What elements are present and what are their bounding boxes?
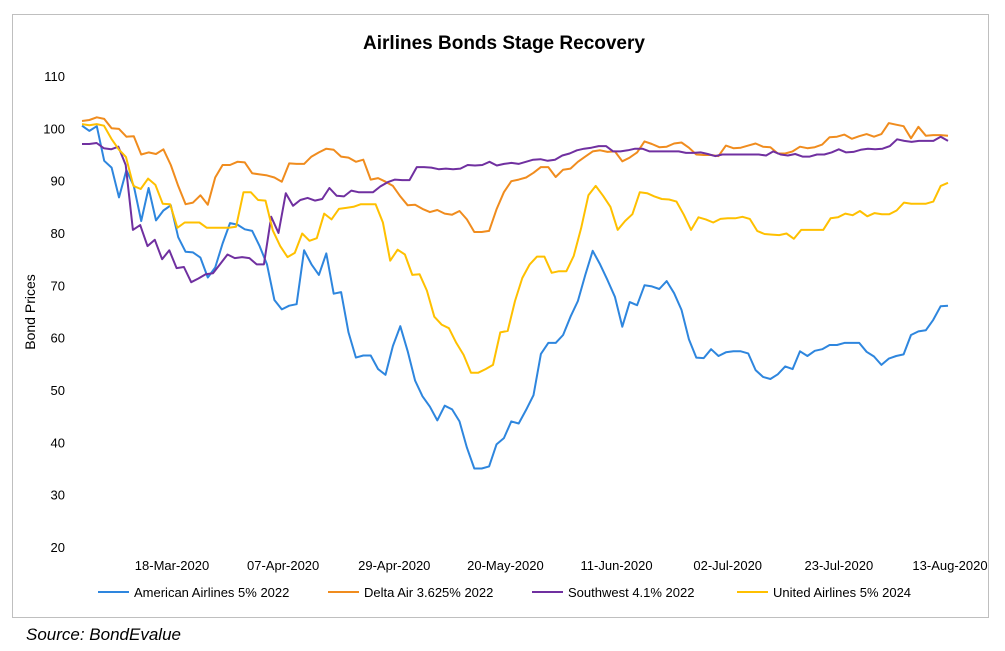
x-tick-label: 29-Apr-2020 (358, 558, 430, 573)
series-line-3 (82, 135, 949, 284)
x-tick-label: 23-Jul-2020 (805, 558, 874, 573)
y-tick-label: 60 (51, 331, 65, 346)
series-line-1 (81, 124, 949, 470)
x-axis-ticks: 18-Mar-2020 07-Apr-2020 29-Apr-2020 20-May-… (135, 558, 988, 573)
y-tick-label: 110 (44, 69, 65, 84)
y-tick-label: 50 (51, 383, 65, 398)
legend-label: Southwest 4.1% 2022 (568, 585, 694, 600)
x-tick-label: 02-Jul-2020 (693, 558, 762, 573)
legend-label: United Airlines 5% 2024 (773, 585, 911, 600)
series-line-4 (81, 123, 949, 374)
y-tick-label: 90 (51, 174, 65, 189)
x-tick-label: 11-Jun-2020 (581, 558, 653, 573)
y-tick-label: 70 (51, 278, 65, 293)
y-axis-label: Bond Prices (22, 274, 38, 349)
chart-frame (12, 14, 989, 618)
legend-label: American Airlines 5% 2022 (134, 585, 289, 600)
y-tick-label: 20 (51, 540, 65, 555)
y-tick-label: 40 (51, 435, 65, 450)
x-tick-label: 20-May-2020 (467, 558, 544, 573)
series-lines (81, 116, 949, 470)
x-tick-label: 18-Mar-2020 (135, 558, 209, 573)
series-line-2 (81, 116, 949, 233)
x-tick-label: 13-Aug-2020 (912, 558, 987, 573)
chart-title: Airlines Bonds Stage Recovery (363, 33, 645, 54)
y-tick-label: 30 (51, 488, 65, 503)
source-note: Source: BondEvalue (26, 625, 181, 644)
legend: American Airlines 5% 2022 Delta Air 3.625… (98, 585, 911, 600)
x-tick-label: 07-Apr-2020 (247, 558, 319, 573)
legend-label: Delta Air 3.625% 2022 (364, 585, 493, 600)
y-axis-ticks: 20 30 40 50 60 70 80 90 100 110 (43, 69, 65, 555)
y-tick-label: 80 (51, 226, 65, 241)
y-tick-label: 100 (43, 121, 65, 136)
